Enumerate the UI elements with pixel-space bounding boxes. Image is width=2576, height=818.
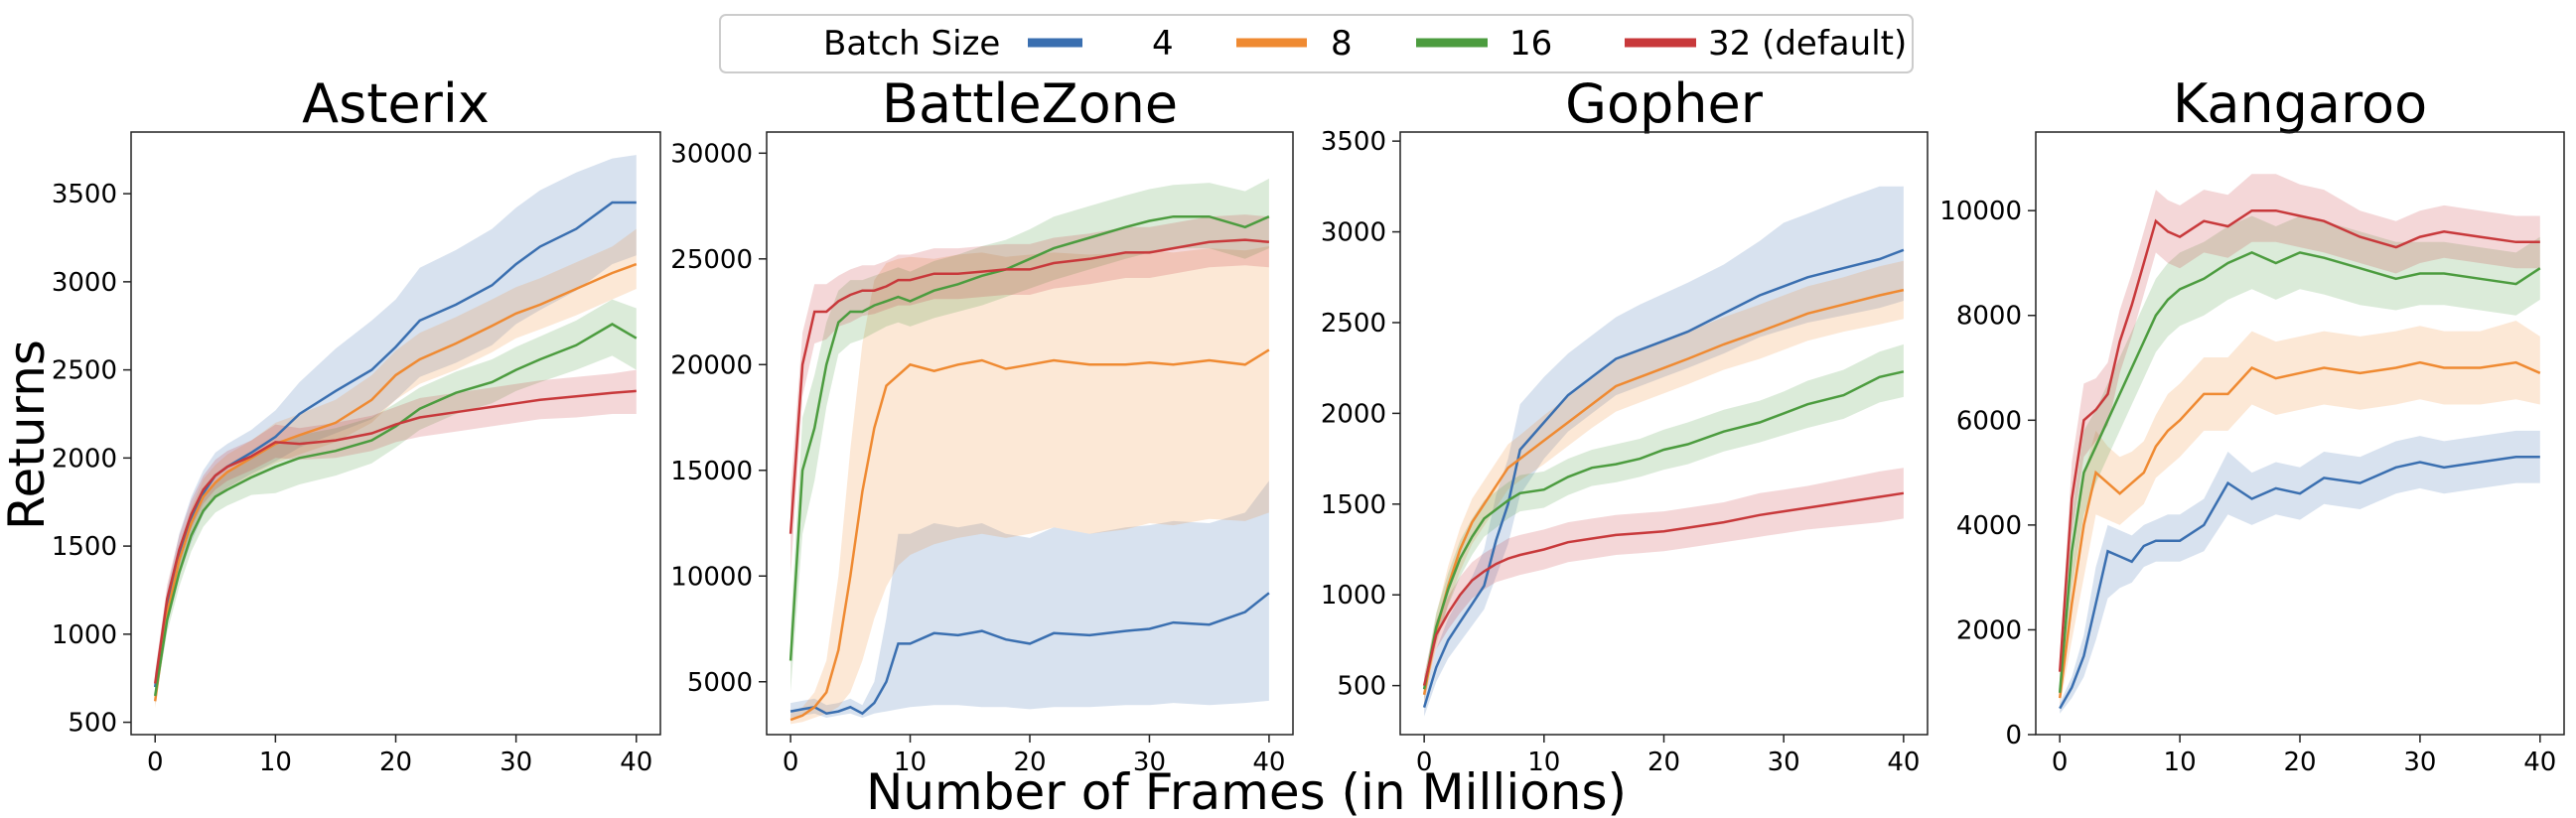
line-battlezone-4 bbox=[789, 592, 1270, 716]
y-tick-label-asterix-2500: 2500 bbox=[52, 356, 117, 386]
y-tick-label-gopher-1000: 1000 bbox=[1321, 581, 1386, 611]
line-asterix-32 bbox=[153, 389, 637, 684]
x-tick-label-kangaroo-0: 0 bbox=[2052, 748, 2069, 777]
x-tick-label-gopher-20: 20 bbox=[1647, 748, 1680, 777]
y-tick-label-battlezone-30000: 30000 bbox=[670, 139, 753, 169]
y-tick-label-gopher-2500: 2500 bbox=[1321, 309, 1386, 339]
line-asterix-16 bbox=[153, 323, 638, 697]
band-asterix-8 bbox=[155, 228, 637, 709]
x-tick-label-battlezone-20: 20 bbox=[1013, 748, 1046, 777]
panel-battlezone: BattleZone 0 10 20 30 40 5000 10000 15000 20000 25… bbox=[670, 72, 1294, 777]
x-tick-label-gopher-30: 30 bbox=[1768, 748, 1800, 777]
y-tick-label-gopher-2000: 2000 bbox=[1321, 399, 1386, 429]
x-tick-label-asterix-30: 30 bbox=[500, 748, 532, 777]
y-tick-label-gopher-1500: 1500 bbox=[1321, 490, 1386, 520]
band-kangaroo-32 bbox=[2060, 174, 2540, 683]
y-axis-label: Returns bbox=[0, 340, 56, 530]
y-tick-label-battlezone-20000: 20000 bbox=[670, 350, 753, 380]
band-asterix-16 bbox=[155, 299, 637, 705]
x-tick-label-kangaroo-30: 30 bbox=[2403, 748, 2436, 777]
panel-title-asterix: Asterix bbox=[302, 72, 490, 135]
line-kangaroo-16 bbox=[2058, 251, 2541, 693]
line-asterix-4 bbox=[153, 201, 637, 688]
panel-kangaroo: Kangaroo 0 10 20 30 40 0 2000 4000 6000 8000 10000 bbox=[1939, 72, 2565, 777]
y-tick-label-battlezone-5000: 5000 bbox=[687, 668, 753, 698]
y-tick-label-gopher-500: 500 bbox=[1337, 672, 1386, 702]
line-battlezone-8 bbox=[789, 348, 1270, 722]
panel-title-gopher: Gopher bbox=[1565, 72, 1764, 135]
x-tick-label-battlezone-10: 10 bbox=[894, 748, 927, 777]
legend-label-32: 32 (default) bbox=[1708, 24, 1907, 64]
line-kangaroo-32 bbox=[2058, 208, 2540, 672]
line-battlezone-16 bbox=[788, 214, 1270, 661]
y-tick-label-asterix-3000: 3000 bbox=[52, 268, 117, 298]
y-tick-label-battlezone-15000: 15000 bbox=[670, 457, 753, 486]
x-tick-label-asterix-20: 20 bbox=[379, 748, 412, 777]
panel-asterix: Asterix 0 10 20 30 40 500 1000 1500 2000 2500 3000 3… bbox=[52, 72, 661, 777]
line-battlezone-32 bbox=[788, 238, 1270, 534]
x-tick-label-asterix-40: 40 bbox=[620, 748, 652, 777]
x-tick-label-kangaroo-20: 20 bbox=[2283, 748, 2316, 777]
x-tick-label-battlezone-0: 0 bbox=[783, 748, 799, 777]
y-tick-label-asterix-2000: 2000 bbox=[52, 444, 117, 474]
line-gopher-4 bbox=[1422, 248, 1905, 708]
y-tick-label-kangaroo-8000: 8000 bbox=[1956, 302, 2022, 332]
y-tick-label-gopher-3000: 3000 bbox=[1321, 218, 1386, 248]
y-tick-label-kangaroo-4000: 4000 bbox=[1956, 511, 2022, 541]
band-battlezone-16 bbox=[790, 178, 1269, 693]
band-gopher-32 bbox=[1424, 468, 1904, 695]
y-tick-label-battlezone-10000: 10000 bbox=[670, 562, 753, 592]
x-tick-label-gopher-0: 0 bbox=[1416, 748, 1433, 777]
line-kangaroo-8 bbox=[2058, 360, 2541, 699]
y-tick-label-asterix-500: 500 bbox=[68, 709, 117, 739]
x-tick-label-battlezone-40: 40 bbox=[1252, 748, 1285, 777]
y-tick-label-kangaroo-0: 0 bbox=[2005, 721, 2022, 750]
band-gopher-4 bbox=[1424, 186, 1904, 717]
legend-label-4: 4 bbox=[1152, 24, 1174, 64]
line-asterix-8 bbox=[153, 262, 638, 702]
y-tick-label-kangaroo-2000: 2000 bbox=[1956, 615, 2022, 645]
legend: Batch Size 4 8 16 32 (default) bbox=[719, 14, 1914, 73]
y-tick-label-asterix-1000: 1000 bbox=[52, 620, 117, 650]
legend-label-16: 16 bbox=[1509, 24, 1552, 64]
line-gopher-16 bbox=[1422, 370, 1905, 690]
line-kangaroo-4 bbox=[2059, 456, 2540, 710]
panel-title-kangaroo: Kangaroo bbox=[2173, 72, 2427, 135]
x-tick-label-asterix-10: 10 bbox=[259, 748, 292, 777]
x-tick-label-asterix-0: 0 bbox=[147, 748, 164, 777]
panel-gopher: Gopher 0 10 20 30 40 500 1000 1500 2000 2500 3000 35… bbox=[1321, 72, 1929, 777]
y-tick-label-kangaroo-6000: 6000 bbox=[1956, 406, 2022, 436]
y-tick-label-battlezone-25000: 25000 bbox=[670, 245, 753, 275]
x-axis-label: Number of Frames (in Millions) bbox=[866, 763, 1627, 818]
x-tick-label-kangaroo-40: 40 bbox=[2523, 748, 2556, 777]
x-tick-label-battlezone-30: 30 bbox=[1133, 748, 1166, 777]
band-battlezone-32 bbox=[790, 214, 1269, 577]
y-tick-label-asterix-1500: 1500 bbox=[52, 532, 117, 562]
x-tick-label-gopher-40: 40 bbox=[1887, 748, 1920, 777]
x-tick-label-kangaroo-10: 10 bbox=[2164, 748, 2197, 777]
x-tick-label-gopher-10: 10 bbox=[1527, 748, 1560, 777]
band-gopher-16 bbox=[1424, 343, 1904, 699]
band-asterix-32 bbox=[155, 369, 637, 693]
band-battlezone-4 bbox=[790, 480, 1269, 718]
band-kangaroo-16 bbox=[2060, 215, 2540, 701]
y-tick-label-asterix-3500: 3500 bbox=[52, 180, 117, 209]
y-tick-label-gopher-3500: 3500 bbox=[1321, 127, 1386, 157]
legend-label-8: 8 bbox=[1331, 24, 1353, 64]
legend-title: Batch Size bbox=[823, 24, 1000, 64]
band-kangaroo-4 bbox=[2060, 430, 2540, 714]
band-gopher-8 bbox=[1424, 260, 1904, 704]
band-kangaroo-8 bbox=[2060, 321, 2540, 706]
band-asterix-4 bbox=[155, 155, 637, 698]
y-tick-label-kangaroo-10000: 10000 bbox=[1939, 197, 2022, 226]
panel-title-battlezone: BattleZone bbox=[882, 72, 1178, 135]
legend-frame bbox=[719, 14, 1914, 73]
line-gopher-8 bbox=[1422, 288, 1905, 696]
line-gopher-32 bbox=[1422, 491, 1905, 686]
